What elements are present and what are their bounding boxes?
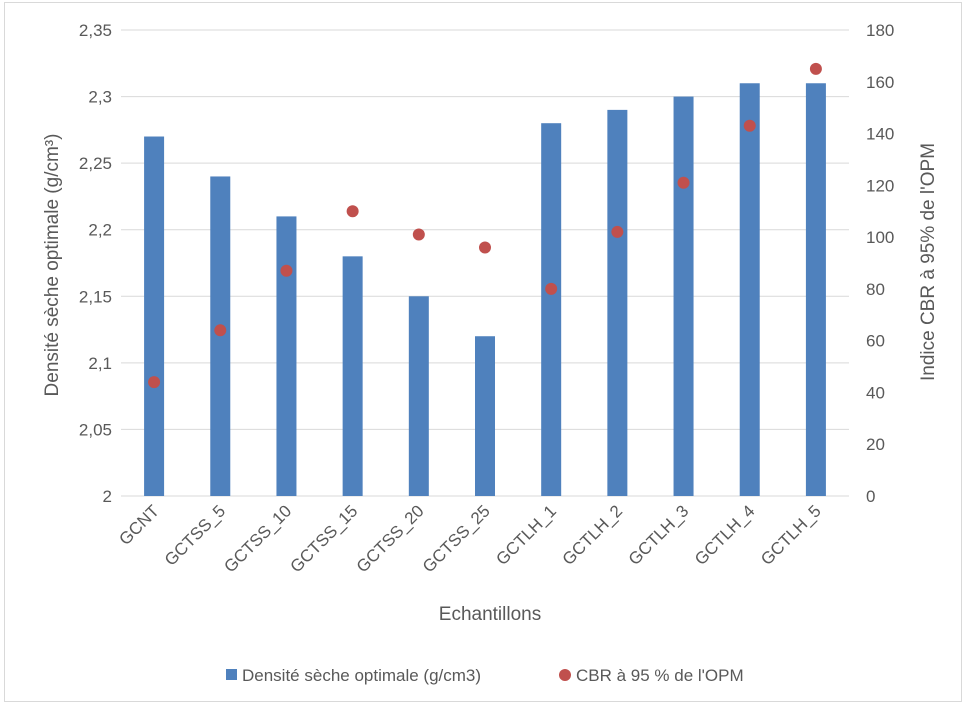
legend: Densité sèche optimale (g/cm3) CBR à 95 … xyxy=(226,666,744,685)
data-point xyxy=(677,176,690,189)
data-point xyxy=(809,62,822,75)
data-point xyxy=(280,264,293,277)
x-tick-label: GCTSS_5 xyxy=(161,501,229,569)
bar xyxy=(739,83,760,496)
y-axis-left-title: Densité sèche optimale (g/cm³) xyxy=(42,134,63,397)
data-point xyxy=(479,241,491,254)
bar xyxy=(408,296,429,496)
y2-tick-label: 140 xyxy=(866,125,894,144)
x-tick-label: GCTSS_20 xyxy=(353,501,428,576)
x-axis-title: Echantillons xyxy=(439,604,541,625)
legend-label-dot: CBR à 95 % de l'OPM xyxy=(576,666,744,685)
bar xyxy=(541,123,562,496)
x-axis-ticks: GCNTGCTSS_5GCTSS_10GCTSS_15GCTSS_20GCTSS… xyxy=(115,501,824,576)
y2-tick-label: 160 xyxy=(866,73,894,92)
y2-tick-label: 100 xyxy=(866,228,894,247)
y-tick-label: 2,15 xyxy=(79,287,112,306)
y-tick-label: 2,3 xyxy=(88,88,112,107)
y-tick-label: 2,05 xyxy=(79,420,112,439)
y2-tick-label: 180 xyxy=(866,21,894,40)
bar xyxy=(276,216,297,496)
gridlines xyxy=(121,29,849,497)
y-axis-right-title: Indice CBR à 95% de l'OPM xyxy=(918,143,939,381)
x-tick-label: GCTLH_1 xyxy=(492,501,560,569)
scatter-series xyxy=(148,62,822,389)
bar xyxy=(805,83,826,496)
y-tick-label: 2,25 xyxy=(79,154,112,173)
legend-label-bar: Densité sèche optimale (g/cm3) xyxy=(242,666,481,685)
y-axis-left-ticks: 2 2,05 2,1 2,15 2,2 2,25 2,3 2,35 xyxy=(79,21,112,506)
x-tick-label: GCTSS_25 xyxy=(419,501,494,576)
data-point xyxy=(214,324,227,337)
data-point xyxy=(346,205,359,218)
y2-tick-label: 20 xyxy=(866,435,885,454)
y-tick-label: 2,2 xyxy=(88,221,112,240)
bar xyxy=(342,256,363,496)
data-point xyxy=(611,225,624,238)
x-tick-label: GCTSS_15 xyxy=(287,501,362,576)
x-tick-label: GCNT xyxy=(115,501,162,548)
x-tick-label: GCTLH_5 xyxy=(757,501,825,569)
x-tick-label: GCTLH_3 xyxy=(625,501,693,569)
bar xyxy=(144,136,165,496)
data-point xyxy=(545,282,558,295)
bar xyxy=(475,336,495,496)
legend-swatch-dot xyxy=(559,669,571,681)
x-tick-label: GCTSS_10 xyxy=(220,501,295,576)
legend-swatch-bar xyxy=(226,669,237,680)
bar xyxy=(673,96,694,497)
data-point xyxy=(743,119,756,132)
y-tick-label: 2,35 xyxy=(79,21,112,40)
y2-tick-label: 40 xyxy=(866,383,885,402)
y-axis-right-ticks: 0 20 40 60 80 100 120 140 160 180 xyxy=(866,21,894,506)
bar xyxy=(607,109,628,496)
data-point xyxy=(412,228,425,241)
y-tick-label: 2,1 xyxy=(88,354,112,373)
x-tick-label: GCTLH_2 xyxy=(559,501,627,569)
y2-tick-label: 0 xyxy=(866,487,875,506)
x-tick-label: GCTLH_4 xyxy=(691,501,759,569)
y-tick-label: 2 xyxy=(103,487,112,506)
y2-tick-label: 80 xyxy=(866,280,885,299)
y2-tick-label: 120 xyxy=(866,176,894,195)
data-point xyxy=(148,376,161,389)
y2-tick-label: 60 xyxy=(866,332,885,351)
bar-series xyxy=(144,83,826,497)
